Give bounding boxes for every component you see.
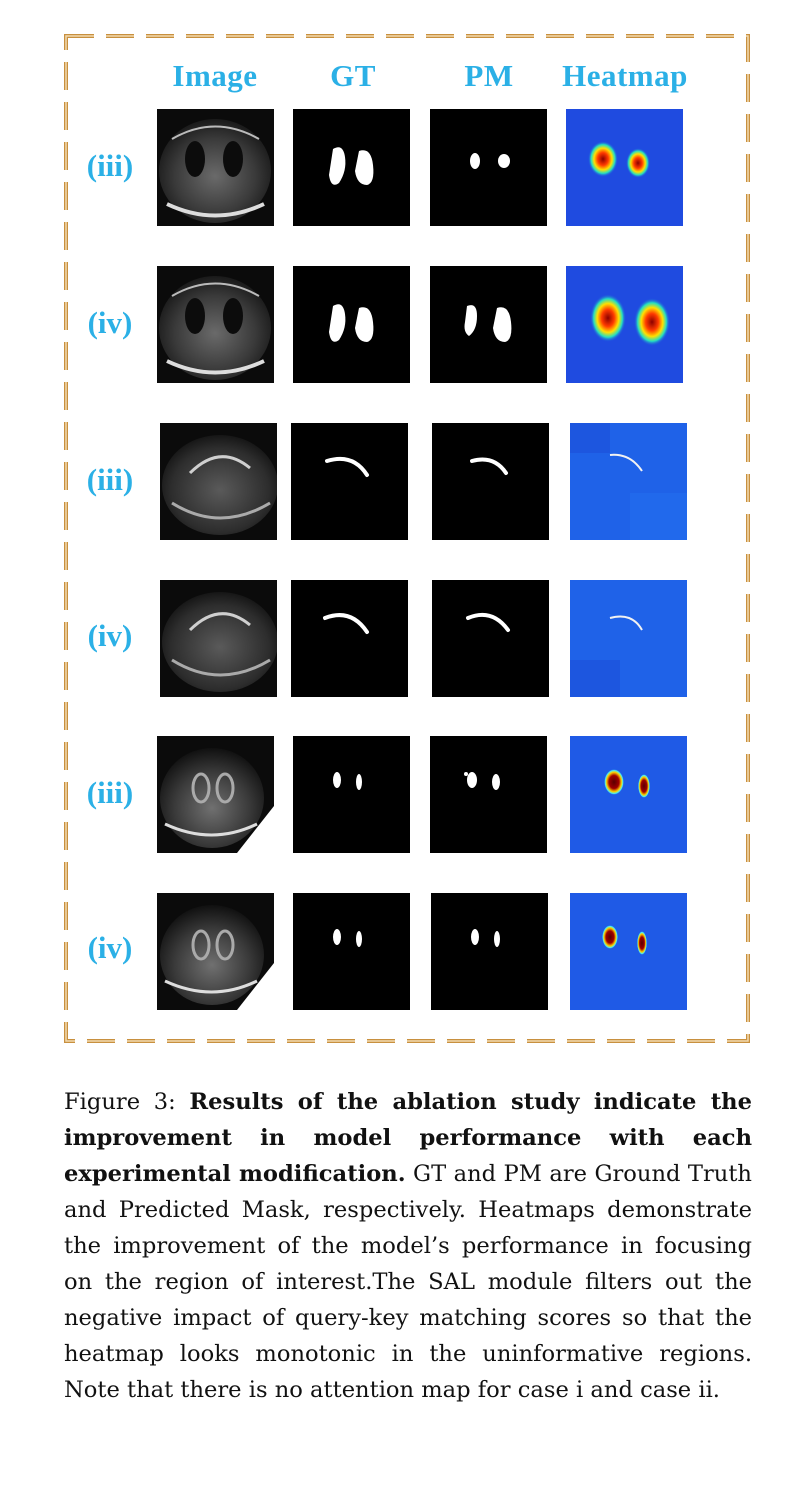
row-label-3: (iii) xyxy=(86,462,134,497)
heatmap-cell xyxy=(566,109,683,226)
ground-truth-mask-cell xyxy=(293,893,410,1010)
predicted-mask-cell xyxy=(432,580,549,697)
row-label-6: (iv) xyxy=(87,930,133,965)
caption-prefix: Figure 3: xyxy=(64,1089,190,1115)
ground-truth-mask-cell xyxy=(293,266,410,383)
predicted-mask-cell xyxy=(432,423,549,540)
caption-bold-lead: Results of the ablation study indicate t… xyxy=(64,1089,752,1187)
ground-truth-mask-cell xyxy=(293,736,410,853)
ground-truth-mask-cell xyxy=(293,109,410,226)
figure-frame xyxy=(64,34,750,1043)
ground-truth-mask-cell xyxy=(291,580,408,697)
ultrasound-image-cell xyxy=(157,109,274,226)
ground-truth-mask-cell xyxy=(291,423,408,540)
dashed-border xyxy=(64,34,750,1043)
column-header-image: Image xyxy=(172,58,258,93)
ultrasound-image-cell xyxy=(157,736,274,853)
column-header-gt: GT xyxy=(330,58,376,93)
heatmap-cell xyxy=(570,423,687,540)
caption-body: GT and PM are Ground Truth and Predicted… xyxy=(64,1161,752,1403)
figure-caption: Figure 3: Results of the ablation study … xyxy=(64,1084,752,1408)
predicted-mask-cell xyxy=(430,109,547,226)
row-label-1: (iii) xyxy=(86,148,134,183)
row-label-4: (iv) xyxy=(87,618,133,653)
ultrasound-image-cell xyxy=(160,423,277,540)
ultrasound-image-cell xyxy=(160,580,277,697)
predicted-mask-cell xyxy=(431,893,548,1010)
ultrasound-image-cell xyxy=(157,893,274,1010)
column-header-pm: PM xyxy=(464,58,514,93)
row-label-2: (iv) xyxy=(87,305,133,340)
column-header-heatmap: Heatmap xyxy=(562,58,688,93)
heatmap-cell xyxy=(570,736,687,853)
predicted-mask-cell xyxy=(430,736,547,853)
ultrasound-image-cell xyxy=(157,266,274,383)
row-label-5: (iii) xyxy=(86,775,134,810)
heatmap-cell xyxy=(570,893,687,1010)
heatmap-cell xyxy=(570,580,687,697)
heatmap-cell xyxy=(566,266,683,383)
predicted-mask-cell xyxy=(430,266,547,383)
